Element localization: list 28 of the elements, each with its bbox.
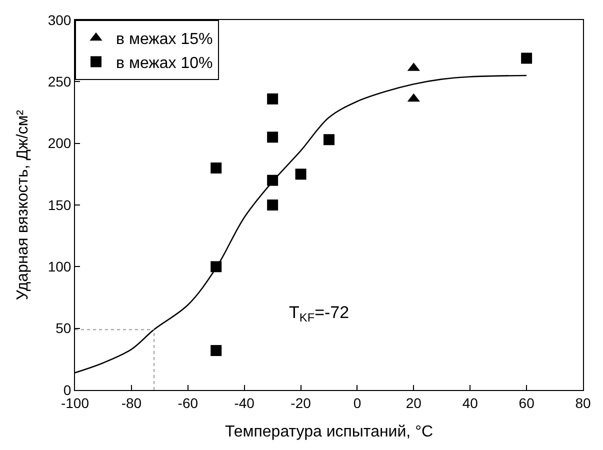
point [521, 52, 532, 64]
y-tick-label: 250 [48, 74, 72, 90]
point [210, 345, 222, 356]
point [324, 134, 334, 146]
x-tick-label: 80 [575, 394, 591, 411]
legend-label: в межах 10% [116, 54, 213, 72]
x-tick-label: -20 [290, 394, 312, 411]
annotation: T$_{KF}$=-72 [289, 303, 350, 325]
x-tick-label: -80 [121, 394, 142, 411]
x-tick-label: 0 [353, 394, 362, 411]
point [267, 132, 278, 143]
x-tick-label: -40 [234, 394, 255, 411]
point [267, 93, 278, 104]
y-axis-title: Ударная вязкость, Дж/см² [14, 109, 32, 300]
point [295, 168, 306, 180]
legend-label: в межах 15% [116, 31, 213, 48]
y-tick-label: 100 [48, 258, 72, 275]
x-tick-label: -60 [178, 394, 198, 411]
point [210, 162, 222, 174]
y-tick-label: 200 [48, 135, 72, 152]
x-tick-label: 20 [406, 394, 422, 411]
y-tick-label: 50 [56, 320, 72, 336]
x-tick-label: 40 [462, 394, 478, 411]
x-axis-title: Температура испытаний, °C [224, 424, 434, 440]
point [267, 200, 278, 210]
x-tick-label: 60 [518, 394, 535, 411]
y-tick-label: 300 [48, 12, 72, 28]
y-tick-label: 150 [48, 196, 72, 213]
